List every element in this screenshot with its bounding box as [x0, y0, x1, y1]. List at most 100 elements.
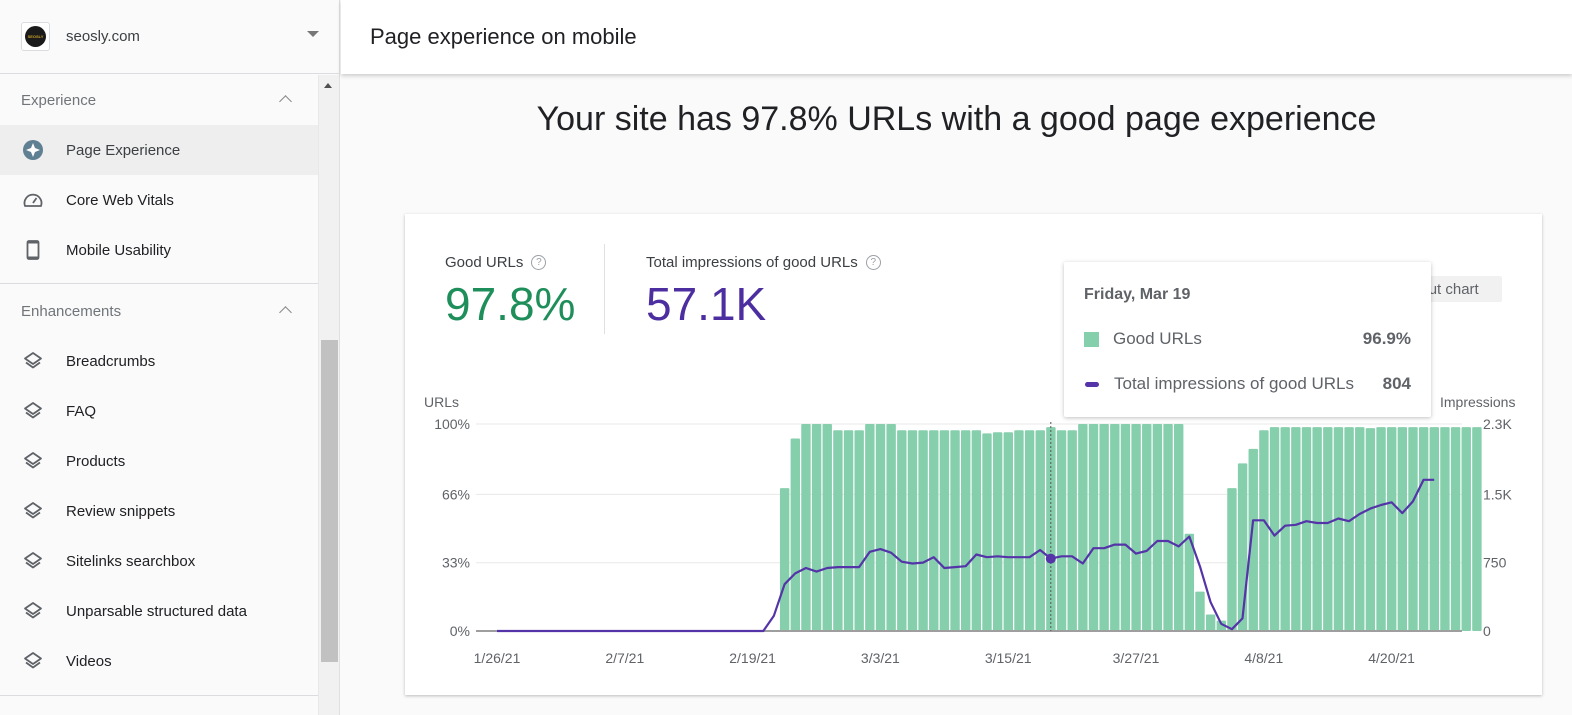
good-urls-bar[interactable] [854, 430, 864, 631]
sidebar-scrollbar[interactable] [318, 75, 339, 715]
sidebar-nav: Experience Page Experience Core Web Vita… [0, 75, 318, 715]
good-urls-bar[interactable] [1376, 427, 1386, 631]
good-urls-bar[interactable] [790, 438, 800, 631]
help-icon[interactable]: ? [865, 255, 881, 270]
good-urls-bar[interactable] [1291, 427, 1301, 631]
good-urls-bar[interactable] [1110, 424, 1120, 631]
chart-plot[interactable]: 0% 33% 66% 100% 0 750 1.5K 2.3K URLs Impressions 1… [405, 380, 1542, 680]
page-experience-icon [22, 139, 44, 161]
good-urls-bar[interactable] [1152, 424, 1163, 631]
x-tick-label: 3/27/21 [1113, 650, 1160, 666]
sidebar-item-faq[interactable]: FAQ [0, 386, 318, 436]
good-urls-bar[interactable] [1461, 427, 1471, 631]
good-urls-bar[interactable] [1440, 427, 1450, 631]
good-urls-bar[interactable] [1184, 533, 1195, 631]
good-urls-bar[interactable] [1259, 430, 1269, 631]
good-urls-bar[interactable] [1216, 620, 1226, 631]
good-urls-bar[interactable] [875, 424, 886, 631]
good-urls-bar[interactable] [1142, 424, 1152, 631]
good-urls-bar[interactable] [822, 424, 832, 631]
good-urls-bar[interactable] [843, 430, 854, 631]
good-urls-bar[interactable] [1174, 424, 1184, 631]
good-urls-bar[interactable] [1280, 427, 1290, 631]
good-urls-bar[interactable] [1003, 432, 1013, 631]
good-urls-bar[interactable] [833, 430, 843, 631]
good-urls-bar[interactable] [1067, 430, 1077, 631]
good-urls-bar[interactable] [1099, 424, 1109, 631]
impressions-line[interactable] [497, 478, 1435, 633]
y2-tick-label: 0 [1483, 623, 1491, 639]
good-urls-bar[interactable] [1301, 427, 1312, 631]
good-urls-bar[interactable] [801, 424, 811, 631]
good-urls-bar[interactable] [811, 424, 822, 631]
good-urls-bar[interactable] [1120, 424, 1131, 631]
scrollbar-thumb[interactable] [321, 340, 338, 662]
section-header-experience[interactable]: Experience [0, 75, 318, 125]
good-urls-bar[interactable] [1024, 430, 1035, 631]
good-urls-bar[interactable] [1227, 488, 1237, 631]
chevron-up-icon[interactable] [279, 95, 292, 108]
metric-impressions[interactable]: Total impressions of good URLs? 57.1K [646, 254, 881, 331]
good-urls-bar[interactable] [1312, 427, 1322, 631]
good-urls-bar[interactable] [1429, 427, 1439, 631]
good-urls-bar[interactable] [992, 432, 1003, 631]
good-urls-bar[interactable] [779, 488, 790, 631]
sidebar-item-core-web-vitals[interactable]: Core Web Vitals [0, 175, 318, 225]
sidebar-item-sitelinks-searchbox[interactable]: Sitelinks searchbox [0, 536, 318, 586]
good-urls-bar[interactable] [1195, 591, 1205, 631]
sidebar-item-products[interactable]: Products [0, 436, 318, 486]
good-urls-bar[interactable] [1131, 424, 1141, 631]
good-urls-bar[interactable] [1269, 427, 1280, 631]
metric-label: Total impressions of good URLs [646, 254, 858, 271]
good-urls-bar[interactable] [1035, 430, 1045, 631]
good-urls-bar[interactable] [929, 430, 939, 631]
section-header-enhancements[interactable]: Enhancements [0, 286, 318, 336]
good-urls-bar[interactable] [1014, 430, 1024, 631]
help-icon[interactable]: ? [531, 255, 547, 270]
good-urls-bar[interactable] [897, 430, 907, 631]
good-urls-bar[interactable] [1205, 614, 1216, 631]
property-selector[interactable]: SEOSLY seosly.com [0, 0, 339, 74]
good-urls-bar[interactable] [1333, 427, 1344, 631]
good-urls-bar[interactable] [1237, 463, 1248, 631]
nav-label: Products [66, 452, 126, 470]
sidebar-item-unparsable-structured-data[interactable]: Unparsable structured data [0, 586, 318, 636]
good-urls-bar[interactable] [1355, 427, 1365, 631]
y-axis-title: URLs [424, 394, 459, 410]
metric-good-urls[interactable]: Good URLs? 97.8% [445, 254, 575, 331]
sidebar-item-breadcrumbs[interactable]: Breadcrumbs [0, 336, 318, 386]
good-urls-bar[interactable] [1365, 428, 1376, 631]
good-urls-bar[interactable] [1088, 424, 1099, 631]
good-urls-bar[interactable] [950, 430, 960, 631]
good-urls-bar[interactable] [1387, 427, 1397, 631]
good-urls-bar[interactable] [971, 430, 982, 631]
chevron-up-icon[interactable] [279, 306, 292, 319]
good-urls-bar[interactable] [907, 430, 918, 631]
scroll-up-arrow-icon[interactable] [324, 83, 332, 88]
good-urls-bar[interactable] [1056, 430, 1067, 631]
good-urls-bar[interactable] [1248, 448, 1258, 631]
good-urls-bar[interactable] [1450, 427, 1461, 631]
good-urls-bar[interactable] [961, 430, 971, 631]
good-urls-bar[interactable] [1046, 427, 1056, 631]
enhancements-list: Breadcrumbs FAQ Products Review snippets Sit… [0, 336, 318, 686]
sidebar-item-videos[interactable]: Videos [0, 636, 318, 686]
good-urls-bar[interactable] [982, 433, 992, 631]
good-urls-bar[interactable] [1163, 424, 1173, 631]
good-urls-bar[interactable] [1397, 427, 1408, 631]
x-tick-label: 4/20/21 [1368, 650, 1415, 666]
good-urls-bar[interactable] [939, 430, 950, 631]
good-urls-bar[interactable] [886, 424, 896, 631]
sidebar-item-page-experience[interactable]: Page Experience [0, 125, 318, 175]
sidebar-item-mobile-usability[interactable]: Mobile Usability [0, 225, 318, 275]
good-urls-bar[interactable] [918, 430, 928, 631]
good-urls-bar[interactable] [1418, 427, 1429, 631]
good-urls-bar[interactable] [1344, 427, 1354, 631]
good-urls-bar[interactable] [1472, 427, 1482, 631]
good-urls-bar[interactable] [865, 424, 875, 631]
good-urls-bar[interactable] [1323, 427, 1333, 631]
good-urls-bar[interactable] [1078, 424, 1088, 631]
dropdown-caret-icon[interactable] [307, 31, 319, 37]
good-urls-bar[interactable] [1408, 427, 1418, 631]
sidebar-item-review-snippets[interactable]: Review snippets [0, 486, 318, 536]
